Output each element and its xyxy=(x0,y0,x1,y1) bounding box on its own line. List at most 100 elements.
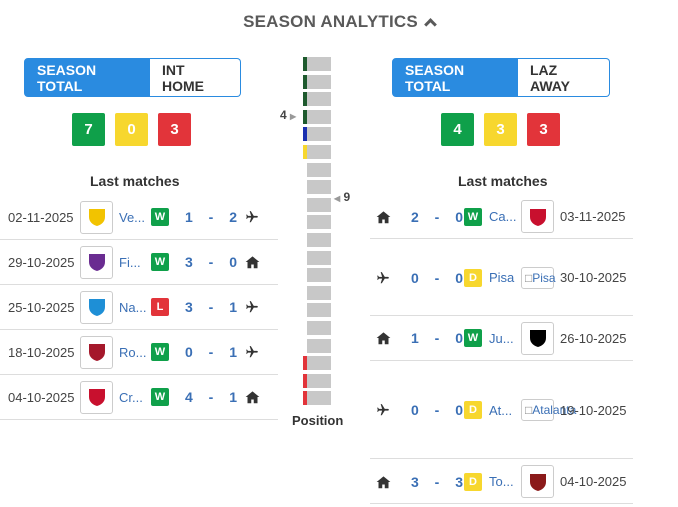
result-badge: W xyxy=(464,207,482,226)
position-slot-15 xyxy=(303,303,331,318)
team-name[interactable]: Ro... xyxy=(119,344,147,360)
match-row[interactable]: 04-10-2025 Cr... W 4 - 1 xyxy=(0,375,278,420)
result-badge: D xyxy=(464,472,482,491)
position-slot-16 xyxy=(303,321,331,335)
position-slot-2 xyxy=(303,74,331,89)
team-name[interactable]: Ju... xyxy=(489,330,514,346)
match-date: 02-11-2025 xyxy=(8,209,74,225)
match-row[interactable]: 0 - 0 D Pisa □Pisa 30-10-2025 xyxy=(370,240,633,316)
position-slot-4 xyxy=(303,109,331,124)
team-logo xyxy=(80,245,113,279)
result-badge: W xyxy=(151,343,169,361)
match-date: 04-10-2025 xyxy=(560,474,627,489)
position-slot-6 xyxy=(303,145,331,159)
losses-count: 3 xyxy=(527,113,560,146)
match-row[interactable]: 0 - 0 D At... □Atalanta 19-10-2025 xyxy=(370,362,633,459)
left-stats: 7 0 3 xyxy=(72,113,191,146)
position-slot-18 xyxy=(303,356,331,371)
match-date: 19-10-2025 xyxy=(560,402,627,418)
match-date: 29-10-2025 xyxy=(8,254,75,270)
match-row[interactable]: 29-10-2025 Fi... W 3 - 0 xyxy=(0,240,278,285)
team-name[interactable]: Na... xyxy=(119,299,147,315)
tab-season-total-right[interactable]: SEASON TOTAL xyxy=(392,58,518,97)
match-score: 2 - 0 xyxy=(411,208,470,225)
match-score: 0 - 0 xyxy=(411,402,470,418)
crest-icon xyxy=(529,208,546,226)
right-tab-group: SEASON TOTAL LAZ AWAY xyxy=(392,58,610,97)
crest-icon xyxy=(529,473,546,491)
result-badge: W xyxy=(151,253,169,271)
position-slot-10 xyxy=(303,215,331,230)
team-logo-broken: □Pisa xyxy=(521,266,556,289)
home-icon xyxy=(244,390,260,404)
team-name[interactable]: At... xyxy=(489,402,513,418)
position-slot-1 xyxy=(303,57,331,71)
team-name[interactable]: Pisa xyxy=(489,270,515,285)
team-name[interactable]: Cr... xyxy=(119,389,143,405)
position-title: Position xyxy=(292,413,344,428)
crest-icon xyxy=(88,254,105,271)
team-name[interactable]: To... xyxy=(489,474,514,489)
match-date: 26-10-2025 xyxy=(560,330,627,346)
position-slot-3 xyxy=(303,92,331,107)
team-logo xyxy=(80,380,113,414)
plane-icon xyxy=(375,271,391,285)
chevron-up-icon[interactable] xyxy=(424,18,437,31)
home-icon xyxy=(244,255,260,269)
position-slot-13 xyxy=(303,268,331,283)
draws-count: 3 xyxy=(484,113,517,146)
plane-icon xyxy=(244,345,260,359)
position-slot-9 xyxy=(303,197,331,212)
tab-away-right[interactable]: LAZ AWAY xyxy=(518,58,610,97)
position-slot-14 xyxy=(303,285,331,300)
match-date: 18-10-2025 xyxy=(8,344,75,360)
result-badge: D xyxy=(464,401,482,419)
draws-count: 0 xyxy=(115,113,148,146)
position-slot-7 xyxy=(303,162,331,177)
team-name[interactable]: Ve... xyxy=(119,209,146,225)
position-slot-8 xyxy=(303,180,331,195)
home-icon xyxy=(375,331,391,345)
team-logo-broken: □Atalanta xyxy=(521,399,576,421)
match-date: 04-10-2025 xyxy=(8,389,75,405)
match-date: 03-11-2025 xyxy=(560,209,626,224)
match-score: 3 - 0 xyxy=(185,254,244,270)
team-logo xyxy=(80,200,113,234)
team-name[interactable]: Ca... xyxy=(489,209,517,224)
section-header[interactable]: SEASON ANALYTICS xyxy=(0,12,678,32)
match-row[interactable]: 3 - 3 D To... 04-10-2025 xyxy=(370,460,633,504)
left-tab-group: SEASON TOTAL INT HOME xyxy=(24,58,241,97)
section-title: SEASON ANALYTICS xyxy=(243,12,418,31)
match-date: 25-10-2025 xyxy=(8,299,75,315)
crest-icon xyxy=(88,299,105,316)
result-badge: D xyxy=(464,268,482,287)
match-score: 4 - 1 xyxy=(185,389,244,405)
match-row[interactable]: 02-11-2025 Ve... W 1 - 2 xyxy=(0,195,278,240)
team-logo xyxy=(80,335,113,369)
team-name[interactable]: Fi... xyxy=(119,254,141,270)
match-row[interactable]: 25-10-2025 Na... L 3 - 1 xyxy=(0,285,278,330)
team-logo xyxy=(521,465,554,498)
result-badge: W xyxy=(151,208,169,226)
result-badge: L xyxy=(151,298,169,316)
right-stats: 4 3 3 xyxy=(441,113,560,146)
tab-season-total-left[interactable]: SEASON TOTAL xyxy=(24,58,150,97)
home-icon xyxy=(375,210,391,224)
plane-icon xyxy=(244,210,260,224)
match-row[interactable]: 1 - 0 W Ju... 26-10-2025 xyxy=(370,316,633,361)
tab-home-left[interactable]: INT HOME xyxy=(150,58,241,97)
last-matches-title-left: Last matches xyxy=(90,173,180,189)
crest-icon xyxy=(88,389,105,406)
position-slot-19 xyxy=(303,373,331,388)
match-row[interactable]: 2 - 0 W Ca... 03-11-2025 xyxy=(370,195,633,239)
plane-icon xyxy=(375,403,391,417)
match-score: 0 - 0 xyxy=(411,269,470,286)
wins-count: 4 xyxy=(441,113,474,146)
match-score: 3 - 3 xyxy=(411,473,470,490)
match-row[interactable]: 18-10-2025 Ro... W 0 - 1 xyxy=(0,330,278,375)
plane-icon xyxy=(244,300,260,314)
crest-icon xyxy=(529,330,546,347)
right-position-label: ◀ 9 xyxy=(334,190,351,204)
position-slot-11 xyxy=(303,233,331,247)
position-slot-5 xyxy=(303,127,331,142)
